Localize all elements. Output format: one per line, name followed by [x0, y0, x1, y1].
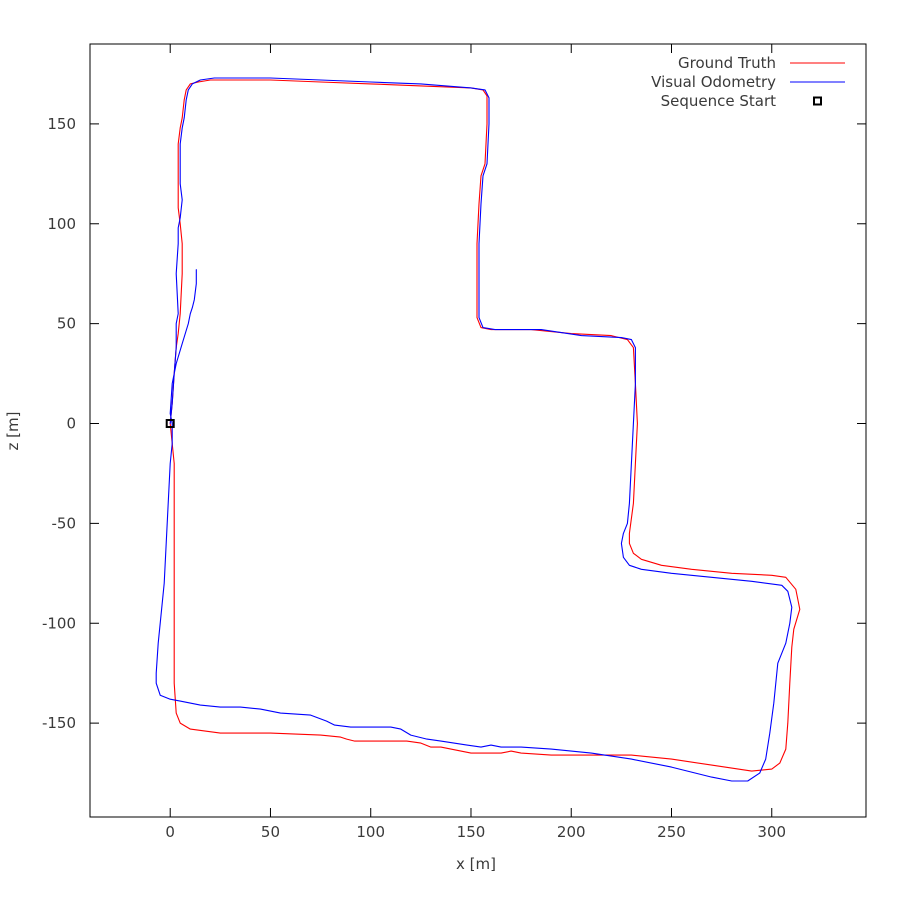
- legend-label: Ground Truth: [678, 54, 776, 72]
- y-tick-label: 150: [47, 115, 76, 133]
- x-tick-label: 50: [261, 823, 280, 841]
- legend-label: Sequence Start: [661, 92, 777, 110]
- x-tick-label: 200: [557, 823, 586, 841]
- y-tick-label: 0: [66, 415, 76, 433]
- x-tick-label: 0: [165, 823, 175, 841]
- x-tick-label: 150: [457, 823, 486, 841]
- legend-label: Visual Odometry: [651, 73, 776, 91]
- x-tick-label: 300: [757, 823, 786, 841]
- series-line-ground-truth: [169, 79, 801, 772]
- y-tick-label: 100: [47, 215, 76, 233]
- y-axis-label: z [m]: [4, 412, 22, 451]
- y-tick-label: -150: [42, 714, 76, 732]
- y-tick-label: 50: [57, 315, 76, 333]
- x-tick-label: 100: [356, 823, 385, 841]
- x-tick-label: 250: [657, 823, 686, 841]
- sequence-start-marker: [165, 419, 175, 429]
- marker-layer: [165, 419, 175, 429]
- y-tick-label: -100: [42, 614, 76, 632]
- series-layer: [155, 77, 801, 782]
- y-tick-label: -50: [52, 514, 77, 532]
- series-line-visual-odometry: [155, 77, 793, 782]
- legend-sample: [813, 96, 822, 106]
- x-axis-label: x [m]: [456, 855, 496, 873]
- plot-frame: [89, 43, 867, 818]
- axis-ticks: 0 50 100 150 200 250 300 -150 -100 -50 0 50 100 150: [42, 44, 866, 841]
